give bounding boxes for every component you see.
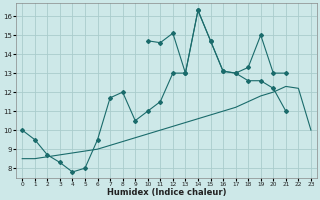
X-axis label: Humidex (Indice chaleur): Humidex (Indice chaleur) <box>107 188 226 197</box>
